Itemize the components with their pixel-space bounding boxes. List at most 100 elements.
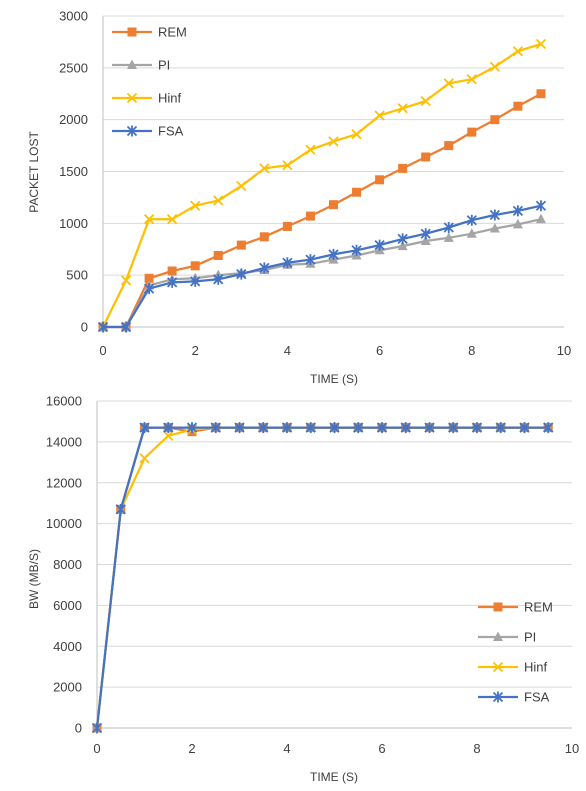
data-point-hinf bbox=[351, 129, 362, 140]
legend-label-fsa: FSA bbox=[524, 690, 550, 705]
data-point-hinf bbox=[397, 103, 408, 114]
y-tick-label: 2500 bbox=[59, 60, 88, 75]
data-point-fsa bbox=[281, 422, 293, 434]
data-point-fsa bbox=[282, 257, 293, 269]
data-point-hinf bbox=[190, 200, 201, 211]
data-point-rem bbox=[375, 175, 385, 185]
data-point-fsa bbox=[495, 422, 506, 434]
packet-lost-ticks: 0 500 1000 1500 2000 2500 3000 0 2 4 6 8 10 bbox=[59, 9, 571, 359]
data-point-fsa bbox=[305, 422, 316, 434]
data-point-fsa bbox=[351, 244, 362, 256]
data-point-hinf bbox=[466, 74, 477, 85]
data-point-hinf bbox=[489, 61, 500, 72]
data-point-pi bbox=[397, 240, 408, 251]
y-tick-label: 10000 bbox=[46, 516, 82, 531]
data-point-hinf bbox=[512, 46, 524, 57]
legend-item-hinf: Hinf bbox=[478, 660, 548, 675]
data-point-rem bbox=[213, 250, 223, 260]
packet-lost-legend: REM PI Hinf FSA bbox=[112, 25, 187, 139]
legend-marker-rem bbox=[493, 602, 503, 612]
data-point-fsa bbox=[210, 422, 221, 434]
series-line-fsa bbox=[95, 426, 549, 729]
legend-marker-pi bbox=[493, 631, 503, 641]
series-fsa bbox=[97, 200, 547, 333]
data-point-hinf bbox=[236, 180, 247, 192]
legend-item-fsa: FSA bbox=[478, 690, 550, 705]
data-point-hinf bbox=[120, 275, 132, 286]
data-point-hinf bbox=[143, 214, 155, 225]
x-tick-label: 2 bbox=[188, 741, 195, 756]
data-point-fsa bbox=[448, 422, 459, 434]
legend-marker-pi bbox=[127, 59, 137, 69]
legend-label-rem: REM bbox=[524, 600, 553, 615]
series-line-rem bbox=[95, 426, 549, 729]
data-point-fsa bbox=[259, 262, 270, 274]
data-point-rem bbox=[513, 101, 523, 111]
x-tick-label: 6 bbox=[376, 343, 383, 358]
packet-lost-y-axis-title: PACKET LOST bbox=[27, 131, 41, 213]
data-point-rem bbox=[259, 232, 269, 242]
data-point-rem bbox=[352, 187, 362, 197]
data-point-hinf bbox=[535, 38, 547, 50]
data-point-hinf bbox=[443, 78, 454, 89]
packet-lost-x-axis-title: TIME (S) bbox=[310, 372, 358, 386]
y-tick-label: 6000 bbox=[53, 598, 82, 613]
data-point-hinf bbox=[305, 144, 316, 155]
y-tick-label: 16000 bbox=[46, 394, 82, 409]
data-point-fsa bbox=[305, 254, 316, 266]
data-point-fsa bbox=[213, 273, 224, 285]
data-point-rem bbox=[190, 261, 200, 271]
legend-item-pi: PI bbox=[112, 58, 170, 73]
data-point-pi bbox=[443, 232, 454, 242]
x-tick-label: 10 bbox=[565, 741, 579, 756]
x-tick-label: 10 bbox=[557, 343, 571, 358]
data-point-rem bbox=[167, 266, 177, 276]
y-tick-label: 0 bbox=[75, 721, 82, 736]
bandwidth-chart: 0 2000 4000 6000 8000 10000 12000 14000 16000 0 2 4… bbox=[27, 394, 579, 785]
packet-lost-chart: 0 500 1000 1500 2000 2500 3000 0 2 4 6 8 10 TIME (S)… bbox=[27, 9, 571, 387]
data-point-fsa bbox=[376, 422, 388, 434]
data-point-fsa bbox=[163, 422, 174, 434]
data-point-fsa bbox=[424, 422, 435, 434]
x-tick-label: 6 bbox=[378, 741, 385, 756]
legend-marker-fsa bbox=[126, 125, 138, 137]
data-point-fsa bbox=[535, 200, 547, 212]
y-tick-label: 14000 bbox=[46, 434, 82, 449]
data-point-hinf bbox=[374, 110, 385, 121]
bandwidth-series bbox=[91, 422, 554, 734]
series-line-hinf bbox=[95, 426, 549, 729]
data-point-rem bbox=[536, 89, 546, 99]
series-line-pi bbox=[95, 426, 549, 729]
bandwidth-legend: REM PI Hinf FSA bbox=[478, 600, 553, 705]
y-tick-label: 500 bbox=[66, 268, 88, 283]
data-point-pi bbox=[535, 213, 546, 224]
series-fsa bbox=[91, 422, 554, 734]
legend-label-hinf: Hinf bbox=[158, 91, 182, 106]
legend-label-pi: PI bbox=[158, 58, 170, 73]
data-point-hinf bbox=[163, 430, 174, 441]
y-tick-label: 12000 bbox=[46, 475, 82, 490]
x-tick-label: 8 bbox=[468, 343, 475, 358]
series-hinf bbox=[91, 422, 554, 734]
data-point-pi bbox=[466, 228, 477, 238]
data-point-hinf bbox=[259, 163, 270, 174]
series-line-fsa bbox=[103, 204, 542, 329]
data-point-fsa bbox=[236, 268, 247, 280]
packet-lost-series bbox=[97, 38, 547, 333]
legend-marker-rem bbox=[127, 27, 137, 37]
legend-item-hinf: Hinf bbox=[112, 91, 182, 106]
legend-label-rem: REM bbox=[158, 25, 187, 40]
data-point-hinf bbox=[282, 160, 293, 171]
data-point-fsa bbox=[190, 275, 201, 287]
legend-item-fsa: FSA bbox=[112, 124, 184, 139]
data-point-fsa bbox=[489, 209, 500, 221]
bandwidth-ticks: 0 2000 4000 6000 8000 10000 12000 14000 16000 0 2 4… bbox=[46, 394, 579, 757]
data-point-fsa bbox=[400, 422, 411, 434]
bandwidth-grid bbox=[97, 400, 572, 729]
x-tick-label: 0 bbox=[93, 741, 100, 756]
y-tick-label: 2000 bbox=[59, 112, 88, 127]
data-point-fsa bbox=[512, 205, 524, 217]
data-point-fsa bbox=[258, 422, 269, 434]
data-point-fsa bbox=[186, 422, 198, 434]
bandwidth-axes bbox=[96, 401, 572, 729]
